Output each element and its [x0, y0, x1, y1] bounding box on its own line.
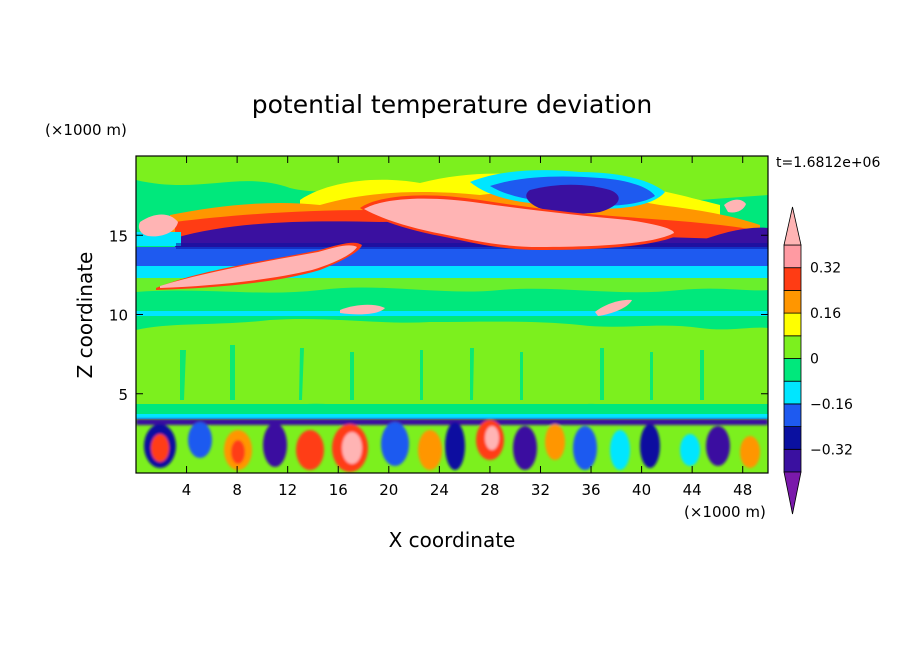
x-tick-label: 32	[531, 481, 550, 499]
colorbar-tick-label: 0.32	[810, 261, 841, 277]
y-axis-label: Z coordinate	[73, 252, 97, 379]
field-pink-blob-right-top	[724, 199, 746, 213]
field-pink-small-10km-b	[595, 299, 632, 316]
field-blue-band	[136, 247, 768, 267]
x-axis-ticks: 4 8 12 16 20 24 28 32 36 40 44 48	[182, 156, 752, 499]
colorbar-band	[783, 426, 802, 450]
time-label: t=1.6812e+06	[776, 155, 880, 171]
field-pink-tongue-main-core	[364, 198, 674, 247]
field-mid-green-region	[136, 318, 768, 409]
colorbar-band	[783, 335, 802, 359]
field-mid-green-streaks	[180, 345, 704, 400]
x-tick-label: 16	[329, 481, 348, 499]
colorbar: 0.32 0.16 0 −0.16 −0.32	[783, 206, 853, 515]
x-tick-label: 8	[232, 481, 242, 499]
field-cyan-line-10km	[136, 311, 768, 316]
colorbar-band	[783, 358, 802, 382]
y-axis-ticks: 5 10 15	[109, 227, 768, 404]
x-tick-label: 20	[379, 481, 398, 499]
colorbar-band	[783, 448, 802, 473]
colorbar-above-triangle	[783, 206, 802, 246]
field-pink-small-10km-a	[340, 304, 385, 315]
y-tick-label: 10	[109, 307, 128, 325]
colorbar-band	[783, 380, 802, 405]
field-pink-tongue-left-core	[160, 245, 357, 288]
field-pink-blob-left-top	[138, 214, 178, 237]
colorbar-below-triangle	[783, 471, 802, 515]
x-axis-label: X coordinate	[389, 528, 516, 552]
colorbar-tick-label: 0	[810, 352, 819, 368]
field-purple-patch-top	[526, 184, 619, 214]
field-boundary-eddies	[136, 419, 768, 472]
x-tick-label: 36	[581, 481, 600, 499]
x-tick-label: 44	[683, 481, 702, 499]
x-tick-label: 28	[480, 481, 499, 499]
field-purple-band-right	[690, 227, 768, 248]
x-tick-label: 12	[278, 481, 297, 499]
field-cyan-line-low	[136, 414, 768, 419]
x-tick-label: 24	[430, 481, 449, 499]
y-tick-label: 5	[118, 386, 128, 404]
x-tick-label: 48	[733, 481, 752, 499]
plot-area	[136, 156, 768, 473]
x-tick-label: 4	[182, 481, 192, 499]
x-unit-label: (×1000 m)	[684, 503, 766, 521]
y-tick-label: 15	[109, 227, 128, 245]
y-unit-label: (×1000 m)	[45, 121, 127, 139]
x-tick-label: 40	[632, 481, 651, 499]
colorbar-band	[783, 289, 802, 314]
colorbar-band	[783, 312, 802, 337]
colorbar-band	[783, 267, 802, 291]
colorbar-band	[783, 403, 802, 427]
field-blue-band-core	[176, 243, 768, 249]
colorbar-tick-label: −0.32	[810, 442, 853, 458]
chart-title: potential temperature deviation	[252, 90, 652, 119]
colorbar-band	[783, 244, 802, 269]
colorbar-tick-label: 0.16	[810, 306, 841, 322]
colorbar-tick-label: −0.16	[810, 397, 853, 413]
